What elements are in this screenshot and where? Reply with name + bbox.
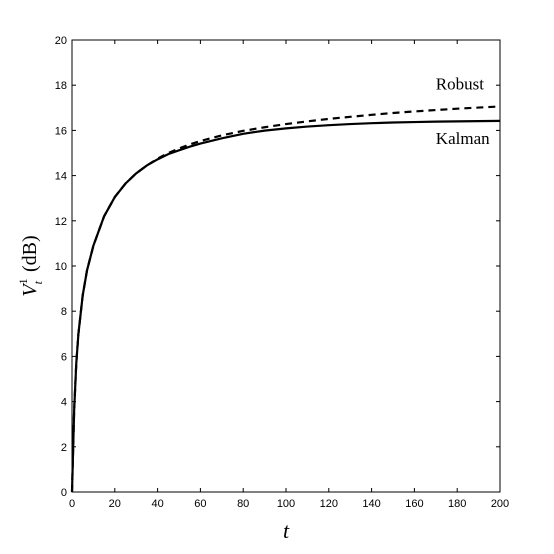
series-line-robust <box>70 105 501 493</box>
annotation-kalman: Kalman <box>436 129 490 148</box>
y-axis-label-subscript: t <box>31 280 45 284</box>
y-tick-label: 12 <box>55 216 67 228</box>
x-tick-label: 20 <box>109 498 121 510</box>
y-tick-label: 8 <box>61 306 67 318</box>
x-axis-label: t <box>283 518 290 543</box>
y-axis-label: V1t (dB) <box>16 235 45 296</box>
y-tick-label: 14 <box>55 171 67 183</box>
annotation-robust: Robust <box>436 75 484 94</box>
annotations: Robust Kalman <box>436 75 490 148</box>
x-tick-label: 40 <box>151 498 163 510</box>
x-tick-label: 80 <box>237 498 249 510</box>
x-tick-label: 180 <box>448 498 466 510</box>
x-tick-label: 120 <box>320 498 338 510</box>
y-axis-label-unit: (dB) <box>19 235 41 272</box>
y-tick-label: 6 <box>61 351 67 363</box>
y-tick-label: 10 <box>55 261 67 273</box>
y-axis-label-superscript: 1 <box>16 278 30 284</box>
x-tick-label: 200 <box>491 498 509 510</box>
y-tick-label: 18 <box>55 80 67 92</box>
series-layer <box>70 105 501 493</box>
x-tick-label: 60 <box>194 498 206 510</box>
y-tick-label: 16 <box>55 125 67 137</box>
y-tick-label: 0 <box>61 487 67 499</box>
x-tick-label: 160 <box>405 498 423 510</box>
y-axis-label-base: V <box>19 282 41 297</box>
x-tick-label: 0 <box>69 498 75 510</box>
svg-text:V1t(dB): V1t (dB) <box>16 235 45 296</box>
y-tick-label: 4 <box>61 397 67 409</box>
series-line-kalman <box>70 119 501 493</box>
y-tick-label: 2 <box>61 442 67 454</box>
x-tick-label: 140 <box>362 498 380 510</box>
plot-frame <box>71 39 501 493</box>
axis-ticks: 0 20 40 60 80 100 120 140 160 180 200 0 2 4 6 8 10 12 14 16… <box>55 35 509 510</box>
x-tick-label: 100 <box>277 498 295 510</box>
y-tick-label: 20 <box>55 35 67 47</box>
